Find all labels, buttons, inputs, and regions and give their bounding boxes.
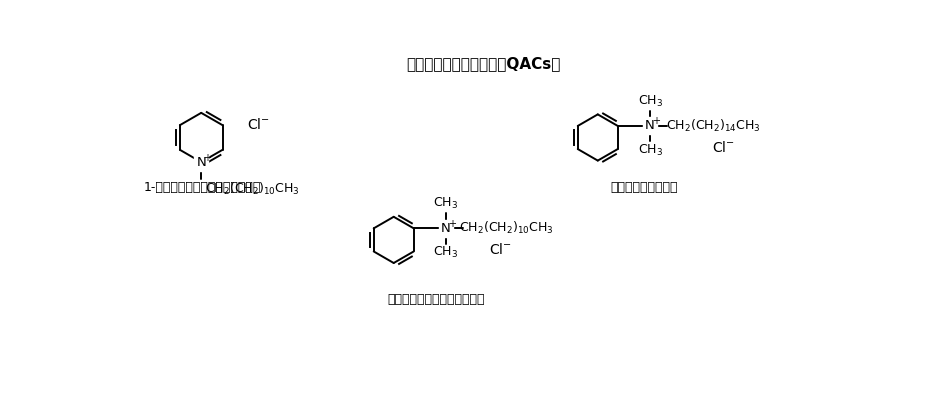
- Text: N: N: [196, 156, 206, 169]
- Text: CH$_3$: CH$_3$: [433, 245, 459, 260]
- Text: CH$_3$: CH$_3$: [433, 196, 459, 211]
- Text: CH$_2$(CH$_2$)$_{10}$CH$_3$: CH$_2$(CH$_2$)$_{10}$CH$_3$: [205, 181, 300, 197]
- Text: Cl$^{-}$: Cl$^{-}$: [712, 140, 734, 155]
- Text: +: +: [448, 219, 456, 229]
- Text: 1-ドデシルピリジニウムクロリド: 1-ドデシルピリジニウムクロリド: [143, 181, 261, 194]
- Text: CH$_2$(CH$_2$)$_{10}$CH$_3$: CH$_2$(CH$_2$)$_{10}$CH$_3$: [459, 220, 553, 236]
- Text: CH$_2$(CH$_2$)$_{14}$CH$_3$: CH$_2$(CH$_2$)$_{14}$CH$_3$: [666, 118, 761, 134]
- Text: +: +: [652, 116, 660, 126]
- Text: CH$_3$: CH$_3$: [637, 143, 663, 158]
- Text: N: N: [646, 119, 655, 132]
- Text: Cl$^{-}$: Cl$^{-}$: [489, 243, 512, 258]
- Text: 塩化セタルコニウム: 塩化セタルコニウム: [610, 181, 678, 194]
- Text: Cl$^{-}$: Cl$^{-}$: [247, 117, 270, 132]
- Text: 陽イオン性界面活性剤（QACs）: 陽イオン性界面活性剤（QACs）: [407, 56, 561, 71]
- Text: +: +: [203, 152, 211, 162]
- Text: CH$_3$: CH$_3$: [637, 94, 663, 109]
- Text: N: N: [441, 222, 451, 235]
- Text: ベンゾドデシニウムクロリド: ベンゾドデシニウムクロリド: [387, 293, 485, 306]
